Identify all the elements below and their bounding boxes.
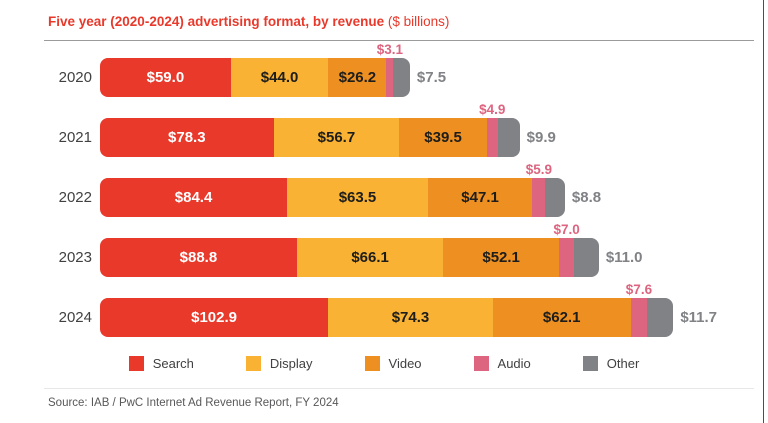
chart-title-units: ($ billions) (384, 14, 450, 29)
audio-value-label: $5.9 (525, 162, 552, 177)
other-value-label: $11.0 (605, 249, 643, 266)
legend-label: Other (606, 356, 640, 371)
bar-segment-other (574, 238, 599, 277)
top-divider (44, 40, 754, 41)
stacked-bar: $84.4 $63.5 $47.1 (100, 178, 565, 217)
chart-row-2021: 2021 $78.3 $56.7 $39.5 $4.9 $9.9 (0, 102, 768, 157)
segment-value-label: $66.1 (351, 249, 389, 266)
bar-segment-display: $74.3 (328, 298, 493, 337)
chart-row-2022: 2022 $84.4 $63.5 $47.1 $5.9 $8.8 (0, 162, 768, 217)
legend-label: Video (388, 356, 422, 371)
bar-segment-display: $63.5 (287, 178, 428, 217)
chart-row-2024: 2024 $102.9 $74.3 $62.1 $7.6 $11.7 (0, 282, 768, 337)
year-label: 2021 (58, 129, 92, 146)
segment-value-label: $84.4 (174, 189, 213, 206)
bar-segment-other (647, 298, 674, 337)
stacked-bar: $102.9 $74.3 $62.1 (100, 298, 674, 337)
legend-item-video: Video (364, 356, 422, 371)
chart-title: Five year (2020-2024) advertising format… (48, 14, 449, 29)
bar-segment-video: $39.5 (399, 118, 487, 157)
bar-segment-audio (532, 178, 546, 217)
bar-segment-search: $59.0 (100, 58, 231, 97)
bar-segment-search: $84.4 (100, 178, 288, 217)
legend-label: Display (269, 356, 313, 371)
segment-value-label: $74.3 (391, 309, 430, 326)
bar-segment-audio (630, 298, 648, 337)
year-label: 2024 (58, 309, 92, 326)
segment-value-label: $56.7 (317, 129, 356, 146)
legend-item-display: Display (245, 356, 313, 371)
stacked-bar: $59.0 $44.0 $26.2 (100, 58, 410, 97)
legend-item-other: Other (582, 356, 640, 371)
segment-value-label: $88.8 (179, 249, 218, 266)
chart-rows: 2020 $59.0 $44.0 $26.2 $3.1 $7.5 2021 $78.3 $56.… (0, 42, 768, 358)
bar-segment-other (545, 178, 565, 217)
legend-label: Search (152, 356, 194, 371)
bar-segment-audio (386, 58, 394, 97)
audio-value-label: $7.6 (625, 282, 653, 297)
legend-item-search: Search (128, 356, 194, 371)
bar-segment-audio (486, 118, 498, 157)
segment-value-label: $78.3 (168, 129, 206, 146)
bar-segment-video: $52.1 (443, 238, 559, 277)
other-value-label: $7.5 (416, 69, 447, 86)
legend-swatch-audio (473, 356, 489, 371)
chart-title-bold: Five year (2020-2024) advertising format… (48, 14, 385, 29)
legend-swatch-display (245, 356, 261, 371)
bar-segment-display: $44.0 (230, 58, 329, 97)
bar-segment-video: $26.2 (328, 58, 387, 97)
bottom-divider (44, 388, 754, 389)
chart-legend: Search Display Video Audio Other (0, 356, 768, 371)
legend-swatch-search (128, 356, 144, 371)
segment-value-label: $39.5 (424, 129, 462, 146)
legend-label: Audio (497, 356, 531, 371)
bar-segment-other (393, 58, 410, 97)
segment-value-label: $26.2 (338, 69, 377, 86)
year-label: 2023 (58, 249, 92, 266)
other-value-label: $8.8 (571, 189, 602, 206)
year-label: 2020 (58, 69, 92, 86)
audio-value-label: $7.0 (553, 222, 580, 237)
audio-value-label: $3.1 (376, 42, 403, 57)
segment-value-label: $62.1 (542, 309, 581, 326)
bar-segment-search: $78.3 (100, 118, 274, 157)
segment-value-label: $44.0 (260, 69, 299, 86)
segment-value-label: $63.5 (338, 189, 377, 206)
bar-segment-display: $56.7 (273, 118, 400, 157)
bar-segment-other (497, 118, 520, 157)
segment-value-label: $47.1 (461, 189, 499, 206)
legend-item-audio: Audio (473, 356, 531, 371)
chart-row-2023: 2023 $88.8 $66.1 $52.1 $7.0 $11.0 (0, 222, 768, 277)
year-label: 2022 (58, 189, 92, 206)
window-edge-line (762, 0, 764, 423)
bar-segment-video: $62.1 (492, 298, 631, 337)
bar-segment-search: $88.8 (100, 238, 297, 277)
chart-row-2020: 2020 $59.0 $44.0 $26.2 $3.1 $7.5 (0, 42, 768, 97)
segment-value-label: $59.0 (146, 69, 185, 86)
stacked-bar: $78.3 $56.7 $39.5 (100, 118, 520, 157)
other-value-label: $9.9 (526, 129, 556, 146)
segment-value-label: $52.1 (482, 249, 520, 266)
bar-segment-audio (558, 238, 575, 277)
bar-segment-search: $102.9 (100, 298, 329, 337)
other-value-label: $11.7 (680, 309, 718, 326)
legend-swatch-other (582, 356, 598, 371)
stacked-bar: $88.8 $66.1 $52.1 (100, 238, 599, 277)
segment-value-label: $102.9 (191, 309, 237, 326)
bar-segment-display: $66.1 (296, 238, 444, 277)
legend-swatch-video (364, 356, 380, 371)
audio-value-label: $4.9 (479, 102, 506, 117)
source-text: Source: IAB / PwC Internet Ad Revenue Re… (48, 397, 339, 409)
bar-segment-video: $47.1 (427, 178, 533, 217)
